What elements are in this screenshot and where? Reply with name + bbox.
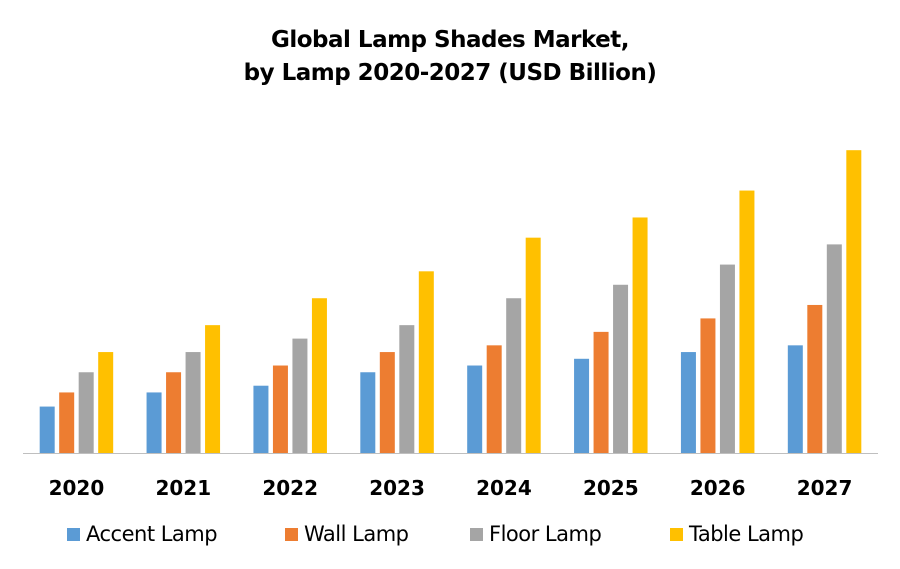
bar-floor-lamp-2024 — [506, 298, 522, 453]
legend-swatch — [670, 527, 683, 541]
bar-floor-lamp-2021 — [185, 352, 201, 453]
bar-floor-lamp-2026 — [719, 264, 735, 453]
legend-label: Accent Lamp — [86, 522, 218, 546]
bar-wall-lamp-2024 — [486, 345, 502, 453]
legend-swatch — [285, 527, 298, 541]
bar-wall-lamp-2027 — [807, 304, 823, 453]
bar-table-lamp-2027 — [846, 150, 862, 453]
x-tick-label: 2021 — [155, 476, 211, 500]
x-tick-label: 2022 — [262, 476, 318, 500]
bar-floor-lamp-2022 — [292, 338, 308, 453]
bar-accent-lamp-2025 — [574, 358, 590, 453]
x-tick-label: 2024 — [476, 476, 532, 500]
x-tick-label: 2025 — [583, 476, 639, 500]
x-tick-label: 2023 — [369, 476, 425, 500]
chart-title-line-1: Global Lamp Shades Market, — [270, 27, 630, 53]
bar-accent-lamp-2026 — [680, 352, 696, 453]
legend-swatch — [67, 527, 80, 541]
bar-floor-lamp-2020 — [78, 372, 94, 453]
legend-item-accent-lamp: Accent Lamp — [67, 522, 218, 546]
legend-label: Floor Lamp — [489, 522, 602, 546]
bar-accent-lamp-2023 — [360, 372, 376, 453]
bar-table-lamp-2024 — [525, 237, 541, 453]
bar-wall-lamp-2020 — [59, 392, 75, 453]
bar-wall-lamp-2025 — [593, 331, 609, 453]
bar-table-lamp-2022 — [311, 298, 327, 453]
bar-table-lamp-2025 — [632, 217, 648, 453]
bar-accent-lamp-2022 — [253, 385, 269, 453]
x-tick-label: 2020 — [49, 476, 105, 500]
legend-label: Table Lamp — [689, 522, 804, 546]
bar-accent-lamp-2021 — [146, 392, 162, 453]
bar-accent-lamp-2024 — [467, 365, 483, 453]
chart-title: Global Lamp Shades Market, by Lamp 2020-… — [0, 24, 900, 90]
bar-accent-lamp-2027 — [787, 345, 803, 453]
bar-floor-lamp-2023 — [399, 325, 415, 453]
legend-item-floor-lamp: Floor Lamp — [470, 522, 602, 546]
bar-wall-lamp-2023 — [379, 352, 395, 453]
bar-wall-lamp-2021 — [166, 372, 182, 453]
bar-table-lamp-2026 — [739, 190, 755, 453]
chart-title-line-2: by Lamp 2020-2027 (USD Billion) — [243, 60, 657, 86]
bar-table-lamp-2021 — [205, 325, 221, 453]
legend-item-table-lamp: Table Lamp — [670, 522, 804, 546]
legend-label: Wall Lamp — [304, 522, 409, 546]
bar-wall-lamp-2026 — [700, 318, 716, 453]
chart-legend: Accent Lamp Wall Lamp Floor Lamp Table Lamp — [0, 522, 900, 552]
bar-table-lamp-2023 — [418, 271, 434, 453]
bar-wall-lamp-2022 — [272, 365, 288, 453]
legend-swatch — [470, 527, 483, 541]
legend-item-wall-lamp: Wall Lamp — [285, 522, 409, 546]
bar-accent-lamp-2020 — [39, 406, 55, 453]
x-tick-label: 2026 — [690, 476, 746, 500]
bar-floor-lamp-2027 — [826, 244, 842, 453]
x-tick-label: 2027 — [797, 476, 853, 500]
bar-table-lamp-2020 — [98, 352, 114, 453]
bar-floor-lamp-2025 — [613, 284, 629, 453]
